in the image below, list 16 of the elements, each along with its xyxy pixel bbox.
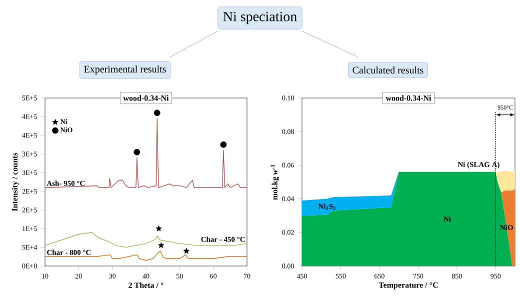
point (158, 242, 164, 248)
line-series (44, 118, 248, 188)
point (134, 148, 140, 156)
chart-subtitle: wood-0.34-Ni (386, 95, 432, 101)
x-axis-title: Temperature / °C (378, 282, 438, 290)
point (220, 141, 227, 148)
y-axis-title: mol.kg w$^{-1}$ (270, 164, 280, 200)
chart-title: Calculated results (352, 66, 424, 74)
text: Ni speciation (223, 12, 297, 24)
chart-subtitle: wood-0.34-Ni (123, 95, 169, 101)
point (156, 225, 162, 232)
point (183, 248, 190, 254)
y-axis-title: Intensity / counts (12, 152, 20, 212)
point (154, 110, 160, 116)
chart-title: Experimental results (84, 65, 166, 75)
x-axis-title: 2 Theta / ° (128, 282, 164, 288)
